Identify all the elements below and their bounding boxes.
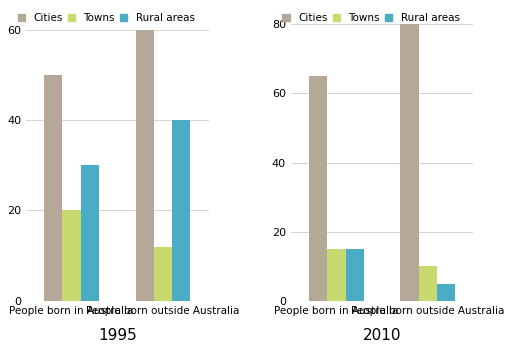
Bar <box>154 247 172 301</box>
Bar <box>62 210 81 301</box>
X-axis label: 1995: 1995 <box>98 327 137 343</box>
Legend: Cities, Towns, Rural areas: Cities, Towns, Rural areas <box>282 12 461 24</box>
Bar <box>437 284 455 301</box>
Bar <box>309 76 327 301</box>
Bar <box>419 266 437 301</box>
Bar <box>81 165 99 301</box>
Bar <box>136 29 154 301</box>
X-axis label: 2010: 2010 <box>363 327 401 343</box>
Bar <box>44 75 62 301</box>
Bar <box>327 249 346 301</box>
Bar <box>172 120 190 301</box>
Legend: Cities, Towns, Rural areas: Cities, Towns, Rural areas <box>16 12 196 24</box>
Bar <box>346 249 364 301</box>
Bar <box>400 24 419 301</box>
